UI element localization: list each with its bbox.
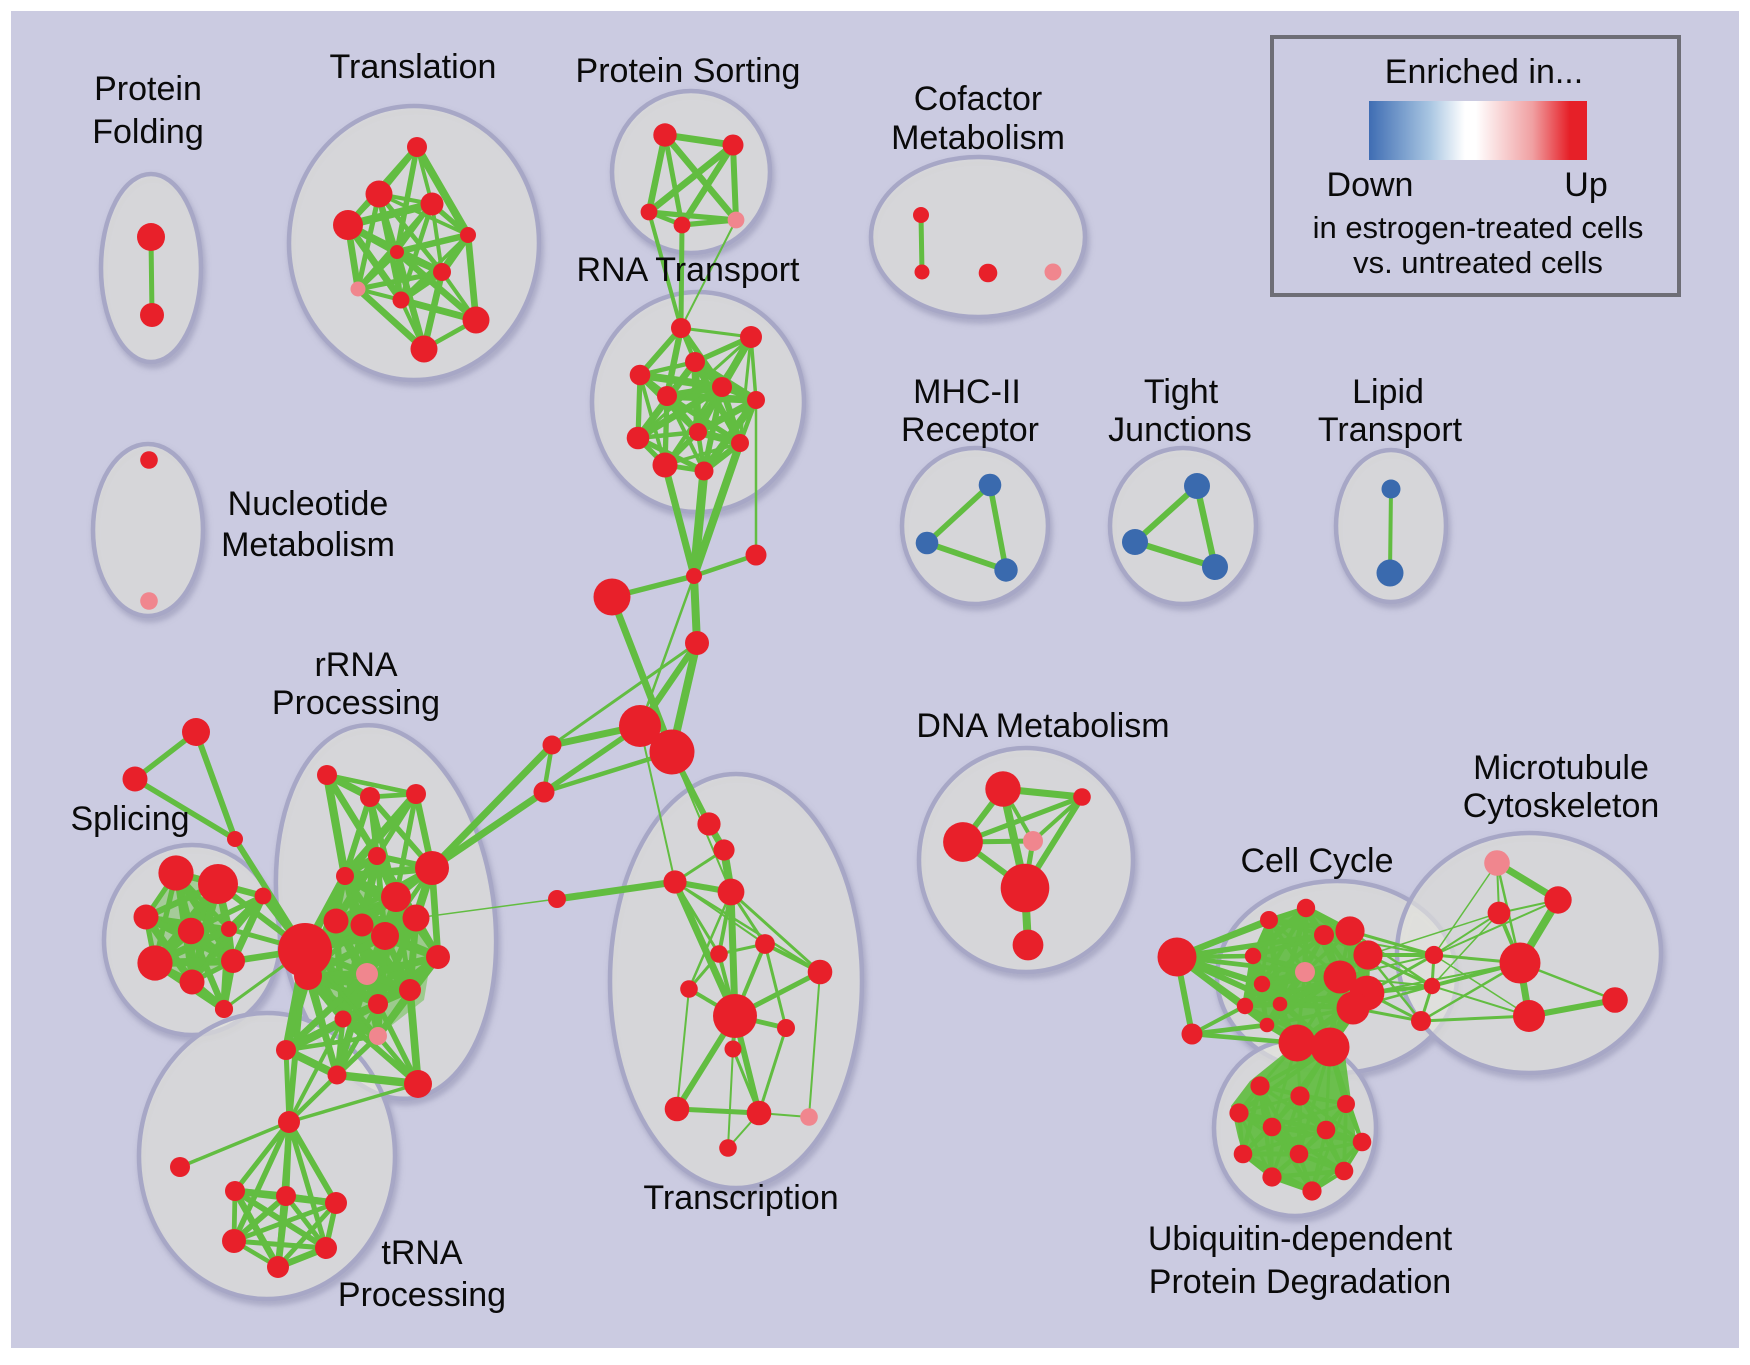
svg-text:Cytoskeleton: Cytoskeleton bbox=[1463, 787, 1660, 825]
svg-text:Transport: Transport bbox=[1318, 411, 1463, 449]
svg-text:Splicing: Splicing bbox=[70, 800, 189, 838]
svg-text:Cofactor: Cofactor bbox=[914, 80, 1043, 118]
svg-text:Metabolism: Metabolism bbox=[891, 119, 1065, 157]
svg-text:Junctions: Junctions bbox=[1108, 411, 1252, 449]
svg-text:Receptor: Receptor bbox=[901, 411, 1039, 449]
svg-text:Protein Degradation: Protein Degradation bbox=[1149, 1263, 1451, 1301]
svg-text:Ubiquitin-dependent: Ubiquitin-dependent bbox=[1148, 1220, 1453, 1258]
svg-text:Enriched in...: Enriched in... bbox=[1385, 53, 1583, 91]
svg-text:Translation: Translation bbox=[330, 48, 497, 86]
svg-text:Up: Up bbox=[1564, 166, 1607, 204]
svg-text:Protein Sorting: Protein Sorting bbox=[576, 52, 801, 90]
svg-text:RNA Transport: RNA Transport bbox=[577, 251, 801, 289]
svg-text:Microtubule: Microtubule bbox=[1473, 749, 1649, 787]
svg-text:in estrogen-treated cells: in estrogen-treated cells bbox=[1313, 210, 1644, 245]
svg-text:MHC-II: MHC-II bbox=[913, 373, 1021, 411]
svg-text:Protein: Protein bbox=[94, 70, 202, 108]
svg-text:Transcription: Transcription bbox=[643, 1179, 838, 1217]
svg-text:Processing: Processing bbox=[338, 1276, 506, 1314]
svg-text:Tight: Tight bbox=[1144, 373, 1219, 411]
svg-text:vs. untreated cells: vs. untreated cells bbox=[1353, 245, 1603, 280]
svg-text:Nucleotide: Nucleotide bbox=[228, 485, 389, 523]
svg-text:rRNA: rRNA bbox=[314, 646, 397, 684]
svg-text:tRNA: tRNA bbox=[381, 1234, 463, 1272]
svg-text:Down: Down bbox=[1327, 166, 1414, 204]
svg-text:Lipid: Lipid bbox=[1352, 373, 1424, 411]
svg-text:DNA Metabolism: DNA Metabolism bbox=[916, 707, 1169, 745]
svg-text:Processing: Processing bbox=[272, 684, 440, 722]
svg-text:Cell Cycle: Cell Cycle bbox=[1240, 842, 1393, 880]
svg-text:Metabolism: Metabolism bbox=[221, 526, 395, 564]
svg-text:Folding: Folding bbox=[92, 113, 204, 151]
